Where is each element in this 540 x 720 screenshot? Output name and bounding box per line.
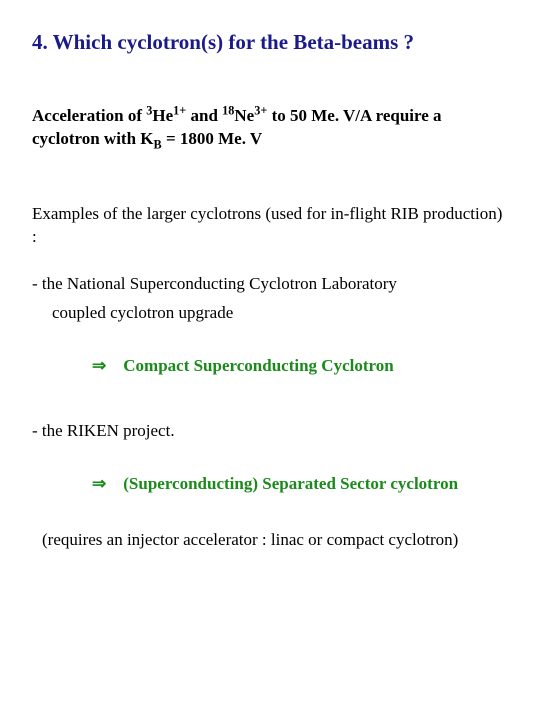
bullet-nscl-sub: coupled cyclotron upgrade [32, 302, 508, 325]
text-part: and [186, 106, 222, 125]
arrow-line-2: ⇒ (Superconducting) Separated Sector cyc… [32, 473, 508, 496]
separated-sector-label: (Superconducting) Separated Sector cyclo… [123, 474, 458, 493]
text-part: Acceleration of [32, 106, 146, 125]
slide-title: 4. Which cyclotron(s) for the Beta-beams… [32, 30, 508, 55]
superscript-charge: 3+ [254, 103, 267, 117]
arrow-line-1: ⇒ Compact Superconducting Cyclotron [32, 355, 508, 378]
bullet-riken: - the RIKEN project. [32, 420, 508, 443]
element-ne: Ne [234, 106, 254, 125]
arrow-icon: ⇒ [92, 356, 106, 375]
text-part: = 1800 Me. V [162, 129, 263, 148]
compact-superconducting-label: Compact Superconducting Cyclotron [123, 356, 393, 375]
arrow-icon: ⇒ [92, 474, 106, 493]
acceleration-paragraph: Acceleration of 3He1+ and 18Ne3+ to 50 M… [32, 105, 508, 151]
superscript-18: 18 [222, 103, 234, 117]
footnote: (requires an injector accelerator : lina… [32, 529, 508, 552]
superscript-charge: 1+ [173, 103, 186, 117]
bullet-nscl: - the National Superconducting Cyclotron… [32, 273, 508, 296]
examples-intro: Examples of the larger cyclotrons (used … [32, 203, 508, 249]
element-he: He [152, 106, 173, 125]
subscript-b: B [154, 137, 162, 151]
